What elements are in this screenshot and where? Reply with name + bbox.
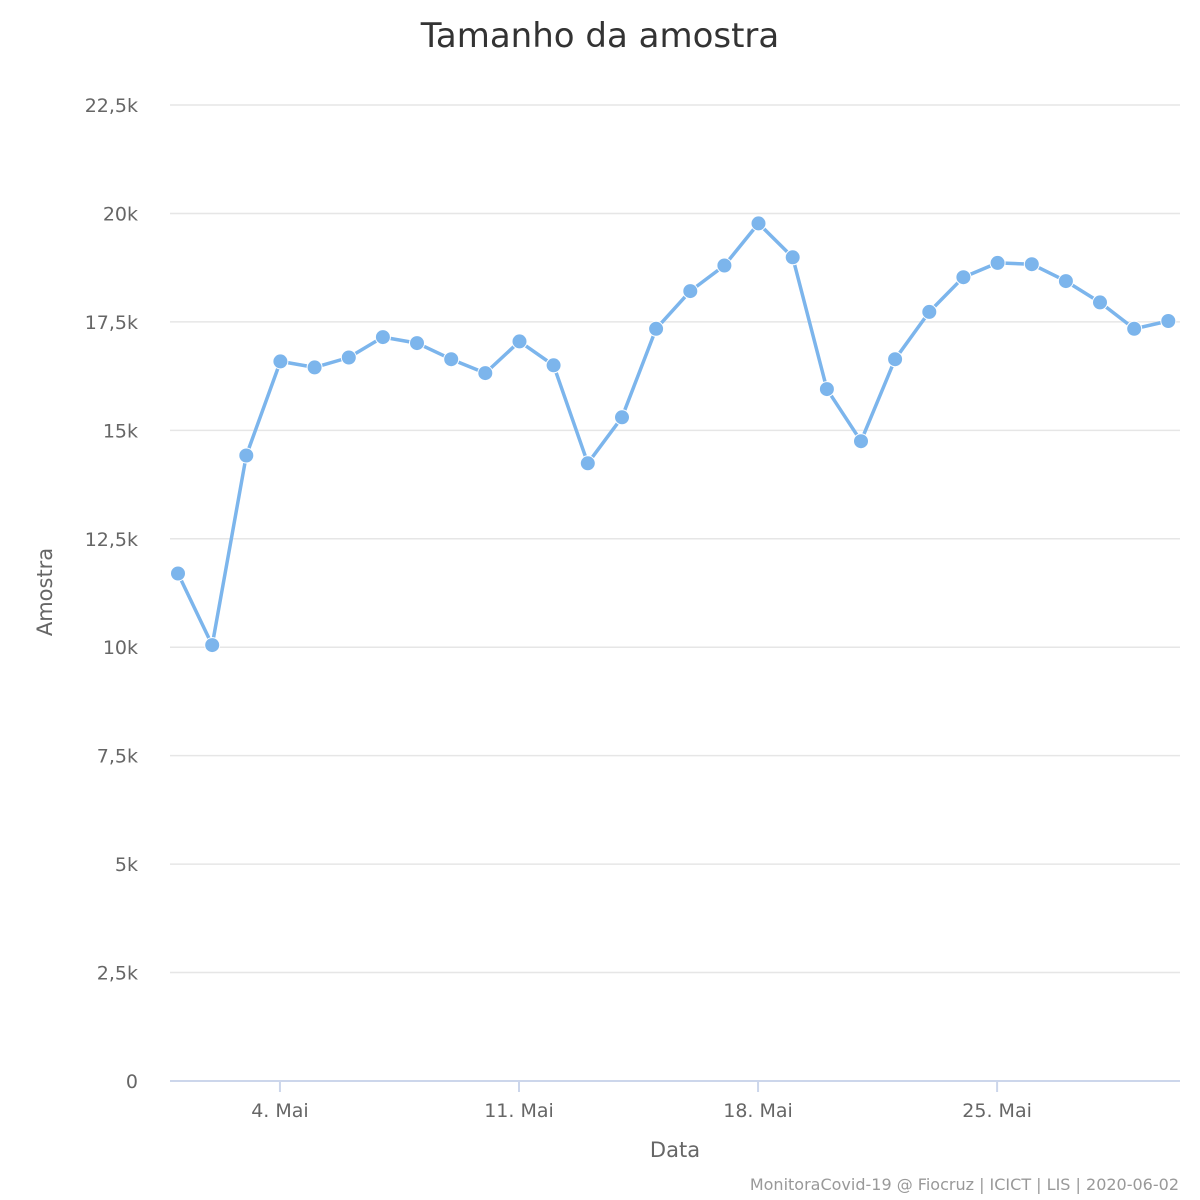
data-point[interactable] xyxy=(306,359,323,376)
data-point[interactable] xyxy=(545,357,562,374)
series-samples xyxy=(170,215,1177,654)
x-tick-labels: 4. Mai 11. Mai 18. Mai 25. Mai xyxy=(251,1100,1032,1122)
data-point[interactable] xyxy=(170,565,186,582)
y-tick-label: 15k xyxy=(103,420,138,442)
x-tick-label: 11. Mai xyxy=(484,1100,554,1122)
y-tick-label: 12,5k xyxy=(85,529,138,551)
x-axis-title: Data xyxy=(650,1138,700,1162)
y-tick-label: 2,5k xyxy=(97,963,138,985)
data-point[interactable] xyxy=(272,353,289,370)
y-tick-labels: 0 2,5k 5k 7,5k 10k 12,5k 15k 17,5k 20k 22,5k xyxy=(85,95,138,1093)
data-point[interactable] xyxy=(1092,294,1108,311)
data-point[interactable] xyxy=(511,333,528,350)
y-axis-title: Amostra xyxy=(33,548,57,636)
data-point[interactable] xyxy=(443,351,460,368)
y-tick-label: 10k xyxy=(103,637,138,659)
data-point[interactable] xyxy=(853,433,869,450)
data-point[interactable] xyxy=(1057,273,1074,290)
data-point[interactable] xyxy=(955,269,972,286)
chart-credits[interactable]: MonitoraCovid-19 @ Fiocruz | ICICT | LIS… xyxy=(750,1175,1179,1194)
data-point[interactable] xyxy=(648,320,665,337)
data-point[interactable] xyxy=(204,637,221,654)
data-point[interactable] xyxy=(750,215,767,232)
data-point[interactable] xyxy=(887,351,904,368)
y-tick-label: 0 xyxy=(126,1071,138,1093)
data-point[interactable] xyxy=(340,349,357,366)
data-point[interactable] xyxy=(784,249,801,266)
x-tick-label: 4. Mai xyxy=(251,1100,308,1122)
y-gridlines xyxy=(170,104,1180,974)
y-tick-label: 22,5k xyxy=(85,95,138,117)
x-tick-label: 25. Mai xyxy=(962,1100,1032,1122)
data-point[interactable] xyxy=(989,254,1006,271)
y-tick-label: 20k xyxy=(103,203,138,225)
y-tick-label: 5k xyxy=(115,854,138,876)
data-point[interactable] xyxy=(579,455,596,472)
y-tick-label: 7,5k xyxy=(97,746,138,768)
data-point[interactable] xyxy=(238,447,255,464)
data-point[interactable] xyxy=(716,257,733,274)
data-point[interactable] xyxy=(818,381,835,398)
data-point[interactable] xyxy=(374,329,391,346)
data-point[interactable] xyxy=(409,335,425,352)
x-tick-label: 18. Mai xyxy=(723,1100,793,1122)
data-point[interactable] xyxy=(1023,256,1040,273)
data-point[interactable] xyxy=(1126,320,1143,337)
data-point[interactable] xyxy=(682,283,699,300)
data-point[interactable] xyxy=(614,409,630,426)
x-ticks xyxy=(278,1081,999,1092)
y-tick-label: 17,5k xyxy=(85,312,138,334)
data-point[interactable] xyxy=(1160,313,1177,329)
chart-title: Tamanho da amostra xyxy=(420,16,779,56)
data-point[interactable] xyxy=(477,365,494,382)
data-point[interactable] xyxy=(921,303,938,320)
